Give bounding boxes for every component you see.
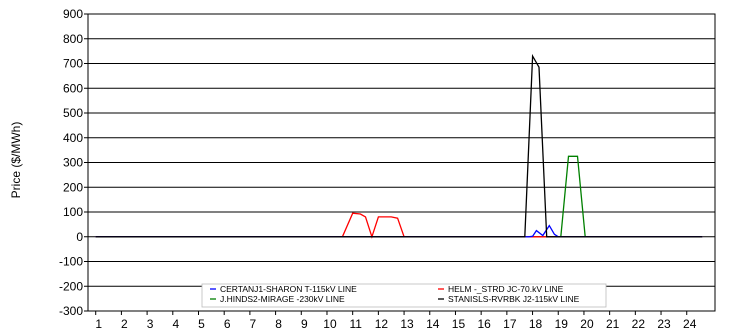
series-line (95, 224, 703, 238)
series-line (95, 53, 703, 238)
x-tick-label: 16 (477, 317, 491, 331)
x-tick-label: 22 (632, 317, 646, 331)
y-tick-labels: -300 -200 -100 0 100 200 300 400 500 600 700 800 900 (59, 7, 83, 318)
y-axis-label: Price ($/MWh) (9, 122, 23, 199)
x-tick-label: 19 (555, 317, 569, 331)
x-tick-label: 1 (95, 317, 102, 331)
legend-label: STANISLS-RVRBK J2-115kV LINE (448, 294, 580, 304)
y-tick-label: 600 (63, 81, 83, 95)
x-tick-label: 24 (683, 317, 697, 331)
x-tick-label: 4 (172, 317, 179, 331)
x-tick-label: 15 (452, 317, 466, 331)
x-tick-label: 7 (250, 317, 257, 331)
x-tick-labels: 1 2 3 4 5 6 7 8 9 10 11 12 13 14 15 16 17 18 19 20 21 22 23 24 (95, 317, 696, 331)
x-tick-label: 8 (275, 317, 282, 331)
grid (84, 13, 715, 315)
series-lines (95, 53, 703, 239)
x-tick-label: 2 (121, 317, 128, 331)
legend-label: HELM -_STRD JC-70.kV LINE (448, 284, 564, 294)
y-tick-label: 700 (63, 57, 83, 71)
legend-label: CERTANJ1-SHARON T-115kV LINE (220, 284, 357, 294)
legend: CERTANJ1-SHARON T-115kV LINE HELM -_STRD … (201, 283, 607, 308)
y-tick-label: 900 (63, 7, 83, 21)
series-line (95, 155, 703, 238)
x-tick-label: 12 (375, 317, 389, 331)
x-tick-label: 5 (198, 317, 205, 331)
y-tick-label: -300 (59, 304, 83, 318)
y-tick-label: 0 (76, 230, 83, 244)
y-tick-label: -200 (59, 279, 83, 293)
y-tick-label: 500 (63, 106, 83, 120)
x-tick-label: 10 (323, 317, 337, 331)
x-tick-label: 14 (426, 317, 440, 331)
legend-box (201, 283, 607, 308)
y-tick-label: 100 (63, 205, 83, 219)
x-tick-label: 11 (349, 317, 362, 331)
y-tick-label: 800 (63, 32, 83, 46)
y-tick-label: -100 (59, 255, 83, 269)
x-tick-label: 13 (400, 317, 414, 331)
y-tick-label: 400 (63, 131, 83, 145)
legend-label: J.HINDS2-MIRAGE -230kV LINE (220, 294, 345, 304)
y-tick-label: 300 (63, 156, 83, 170)
x-tick-label: 3 (147, 317, 154, 331)
x-tick-label: 17 (503, 317, 517, 331)
y-tick-label: 200 (63, 180, 83, 194)
x-tick-label: 23 (657, 317, 671, 331)
x-tick-label: 9 (301, 317, 308, 331)
series-line (95, 212, 703, 239)
x-tick-label: 6 (224, 317, 231, 331)
x-tick-label: 21 (606, 317, 620, 331)
x-tick-label: 18 (529, 317, 543, 331)
x-tick-label: 20 (580, 317, 594, 331)
plot-frame (87, 13, 716, 312)
